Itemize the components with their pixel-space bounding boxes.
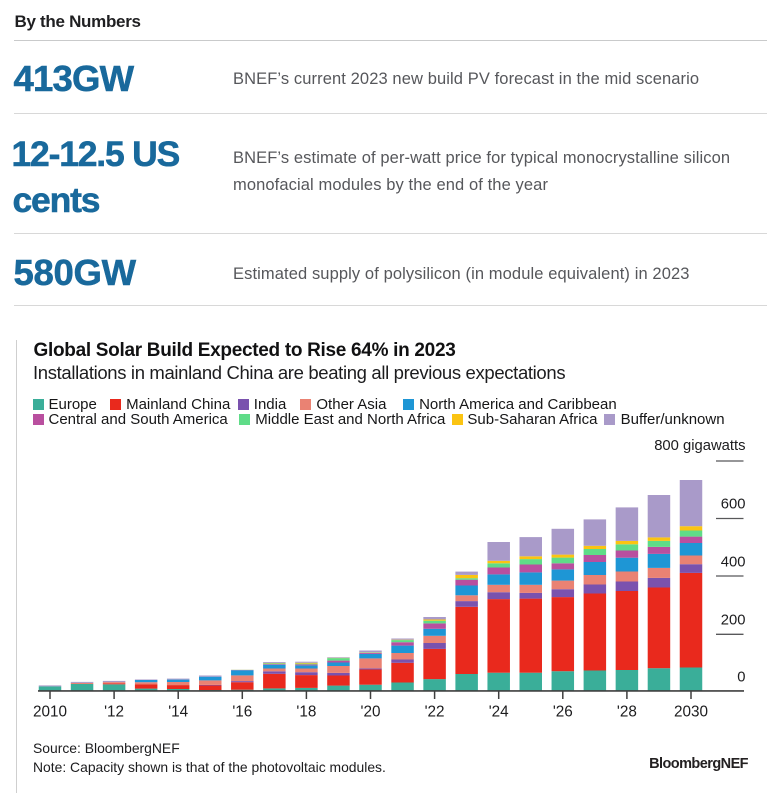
svg-text:200: 200 [721,612,746,628]
svg-text:'26: '26 [553,703,573,720]
svg-text:2010: 2010 [33,703,67,720]
svg-text:'20: '20 [361,703,381,720]
svg-text:'24: '24 [489,703,509,720]
svg-text:2030: 2030 [674,703,708,720]
svg-text:'28: '28 [617,703,637,720]
svg-text:600: 600 [721,497,746,513]
svg-text:'18: '18 [296,703,316,720]
svg-text:'16: '16 [232,703,252,720]
svg-text:400: 400 [721,555,746,571]
svg-text:'14: '14 [168,703,188,720]
svg-text:800 gigawatts: 800 gigawatts [654,438,745,454]
svg-text:'12: '12 [104,703,124,720]
svg-text:0: 0 [737,670,745,686]
svg-text:'22: '22 [425,703,445,720]
